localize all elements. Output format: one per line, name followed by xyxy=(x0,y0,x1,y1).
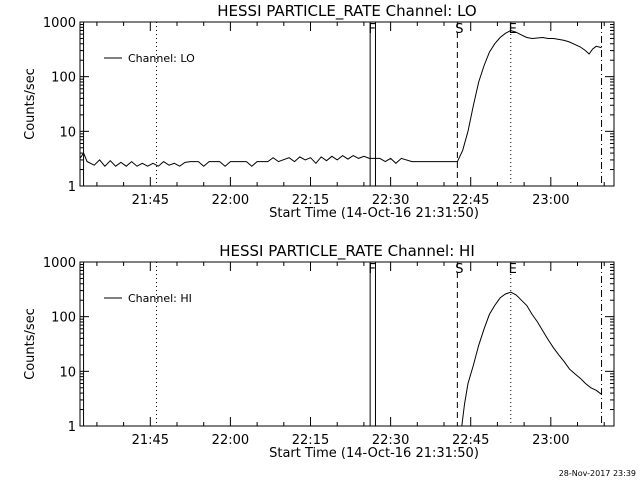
generation-timestamp: 28-Nov-2017 23:39 xyxy=(559,469,636,478)
x-tick-label: 22:30 xyxy=(372,433,409,448)
x-tick-label: 22:15 xyxy=(292,193,329,208)
y-tick-label: 1000 xyxy=(43,256,76,271)
y-tick-label: 1 xyxy=(68,180,76,195)
y-tick-label: 10 xyxy=(59,365,76,380)
x-tick-label: 22:30 xyxy=(372,193,409,208)
legend-label: Channel: HI xyxy=(128,292,192,305)
y-tick-label: 100 xyxy=(51,71,76,86)
event-marker-label: E xyxy=(509,22,517,37)
series-line xyxy=(461,291,602,427)
event-marker-label: E xyxy=(509,262,517,277)
event-marker-label: F xyxy=(368,262,375,277)
x-tick-label: 23:00 xyxy=(532,193,569,208)
x-axis-label: Start Time (14-Oct-16 21:31:50) xyxy=(269,206,479,221)
x-tick-label: 22:00 xyxy=(212,193,249,208)
x-tick-label: 22:15 xyxy=(292,433,329,448)
chart-title: HESSI PARTICLE_RATE Channel: HI xyxy=(219,242,475,261)
y-tick-label: 10 xyxy=(59,125,76,140)
plot-frame xyxy=(79,261,615,427)
x-tick-label: 21:45 xyxy=(132,193,169,208)
x-tick-label: 21:45 xyxy=(132,433,169,448)
event-marker-label: S xyxy=(455,262,463,277)
x-tick-label: 23:00 xyxy=(532,433,569,448)
plot-frame xyxy=(79,21,615,187)
event-marker-label: F xyxy=(368,22,375,37)
y-axis-label: Counts/sec xyxy=(23,308,38,380)
y-tick-label: 100 xyxy=(51,311,76,326)
x-tick-label: 22:45 xyxy=(452,433,489,448)
event-marker-label: S xyxy=(455,22,463,37)
y-axis-label: Counts/sec xyxy=(23,68,38,140)
x-tick-label: 22:00 xyxy=(212,433,249,448)
x-axis-label: Start Time (14-Oct-16 21:31:50) xyxy=(269,446,479,461)
legend-label: Channel: LO xyxy=(128,52,195,65)
y-tick-label: 1 xyxy=(68,420,76,435)
y-tick-label: 1000 xyxy=(43,16,76,31)
x-tick-label: 22:45 xyxy=(452,193,489,208)
series-line xyxy=(79,29,602,167)
chart-title: HESSI PARTICLE_RATE Channel: LO xyxy=(217,2,476,21)
